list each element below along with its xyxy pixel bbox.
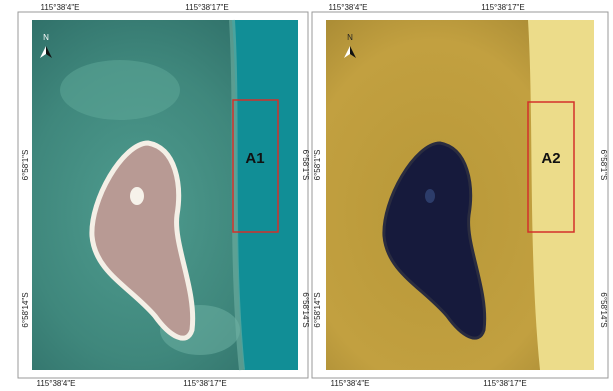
satellite-image-false-color bbox=[326, 20, 594, 370]
north-label: N bbox=[43, 33, 49, 42]
coord-label: 115°38'4"E bbox=[330, 379, 369, 388]
coord-label: 115°38'4"E bbox=[40, 3, 79, 12]
coord-label: 6°58'14"S bbox=[599, 292, 608, 327]
coord-label: 6°58'14"S bbox=[301, 292, 310, 327]
coord-label: 115°38'17"E bbox=[183, 379, 226, 388]
coord-label: 6°58'1"S bbox=[21, 150, 30, 181]
coord-label: 115°38'17"E bbox=[483, 379, 526, 388]
coord-label: 115°38'4"E bbox=[328, 3, 367, 12]
coord-label: 6°58'14"S bbox=[313, 292, 322, 327]
north-label: N bbox=[347, 33, 353, 42]
coord-label: 6°58'1"S bbox=[301, 150, 310, 181]
coord-label: 6°58'14"S bbox=[21, 292, 30, 327]
coord-label: 115°38'4"E bbox=[36, 379, 75, 388]
coord-label: 6°58'1"S bbox=[599, 150, 608, 181]
coord-label: 6°58'1"S bbox=[313, 150, 322, 181]
satellite-image-true-color bbox=[32, 20, 298, 370]
area-label: A2 bbox=[541, 150, 560, 167]
map-figure: A1 A2 N N 115°38'4"E 115°38'17"E 115°38'… bbox=[0, 0, 613, 391]
coord-label: 115°38'17"E bbox=[481, 3, 524, 12]
area-label: A1 bbox=[245, 150, 264, 167]
coord-label: 115°38'17"E bbox=[185, 3, 228, 12]
